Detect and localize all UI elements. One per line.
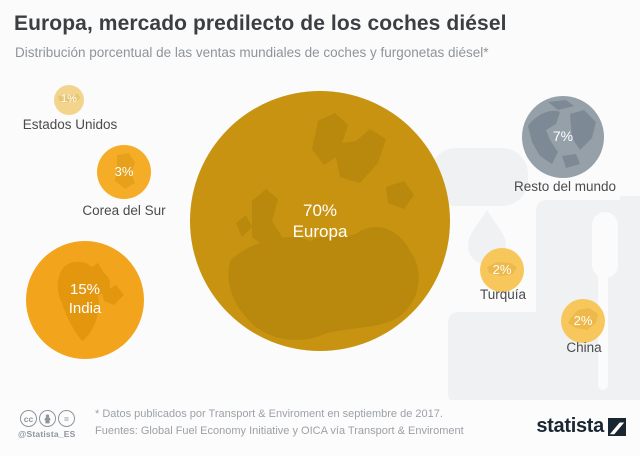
bubble-china: 2% xyxy=(561,299,605,343)
globe-icon xyxy=(528,100,596,168)
china-label: China xyxy=(566,340,602,355)
estados-unidos-label: Estados Unidos xyxy=(22,117,118,132)
statista-logo[interactable]: statista xyxy=(536,415,626,438)
statista-handle[interactable]: @Statista_ES xyxy=(18,429,76,439)
bubble-estados-unidos: 1% xyxy=(54,85,84,115)
india-label: India xyxy=(68,300,102,317)
equal-icon[interactable]: = xyxy=(58,410,75,427)
pump-handle-shape xyxy=(430,148,528,206)
cc-icon[interactable]: cc xyxy=(20,410,37,427)
sources-line: Fuentes: Global Fuel Economy Initiative … xyxy=(95,425,464,437)
china-value: 2% xyxy=(573,312,593,328)
resto-del-mundo-label: Resto del mundo xyxy=(513,179,617,194)
china-map-icon xyxy=(568,308,598,330)
person-glyph xyxy=(44,413,51,423)
usa-map-icon xyxy=(58,94,80,103)
turquia-label: Turquía xyxy=(479,287,527,302)
turquia-value: 2% xyxy=(492,261,512,277)
turkey-map-icon xyxy=(487,262,517,276)
attribution-icon[interactable] xyxy=(39,410,56,427)
estados-unidos-value: 1% xyxy=(61,93,77,106)
source-notes: * Datos publicados por Transport & Envir… xyxy=(95,406,464,440)
europe-map-icon xyxy=(228,113,419,340)
south-korea-map-icon xyxy=(115,153,135,189)
bubble-resto-del-mundo: 7% xyxy=(522,96,604,178)
footer: cc = @Statista_ES * Datos publicados por… xyxy=(0,400,640,456)
corea-del-sur-label: Corea del Sur xyxy=(82,203,166,218)
page-title: Europa, mercado predilecto de los coches… xyxy=(14,12,507,35)
bubble-europa: 70% Europa xyxy=(190,91,450,351)
creative-commons-icons[interactable]: cc = xyxy=(20,410,75,427)
bubble-india: 15% India xyxy=(26,241,144,359)
pump-hose-right xyxy=(620,196,640,436)
india-map-icon xyxy=(57,261,124,341)
bubble-corea-del-sur: 3% xyxy=(97,145,151,199)
statista-logo-mark xyxy=(608,417,626,436)
footnote-line: * Datos publicados por Transport & Envir… xyxy=(95,408,443,420)
corea-value: 3% xyxy=(114,163,134,179)
statista-wordmark: statista xyxy=(536,415,604,437)
bubble-turquia: 2% xyxy=(480,248,524,292)
europa-value: 70% xyxy=(302,200,338,220)
india-value: 15% xyxy=(69,281,101,299)
europa-label: Europa xyxy=(292,222,348,241)
page-subtitle: Distribución porcentual de las ventas mu… xyxy=(15,45,489,60)
resto-value: 7% xyxy=(552,128,574,145)
pump-body-lower xyxy=(448,312,640,404)
